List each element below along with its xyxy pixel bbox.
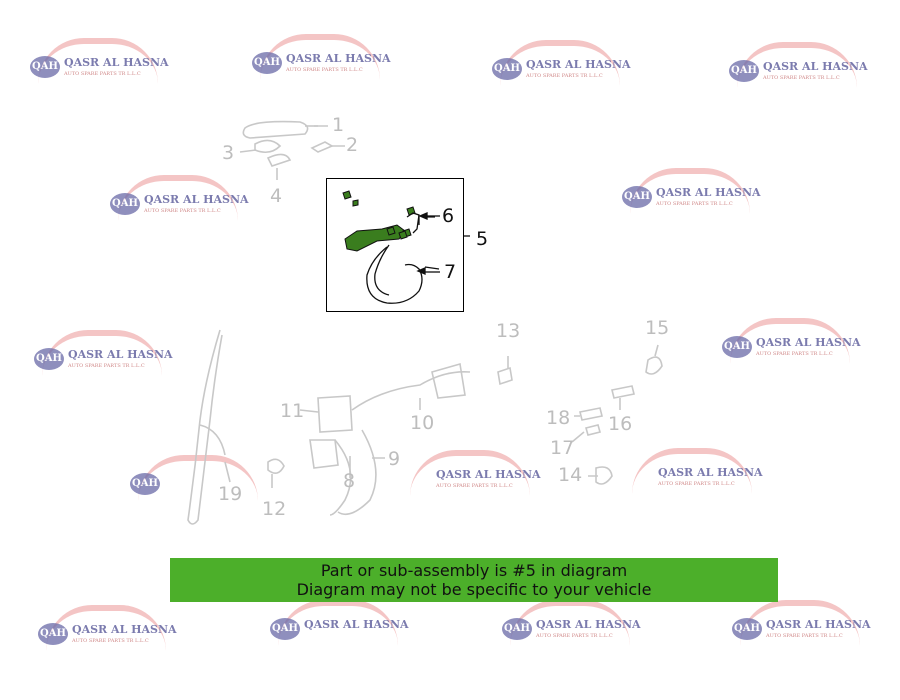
part-label-13: 13 [496,320,521,342]
handle-cap-part [310,141,334,153]
part-label-9: 9 [388,448,401,470]
banner-line-2: Diagram may not be specific to your vehi… [296,580,652,599]
door-lock-part [317,395,353,433]
clip-part [497,366,513,386]
door-handle-part [242,120,309,139]
bracket-part [267,458,285,474]
part-label-2: 2 [346,134,359,156]
part-label-17: 17 [550,437,575,459]
info-banner: Part or sub-assembly is #5 in diagram Di… [170,558,778,602]
part-label-14: 14 [558,464,583,486]
handle-pad-part [266,153,292,167]
callout-label-7: 7 [444,261,457,283]
part-label-19: 19 [218,483,243,505]
callout-label-5: 5 [476,228,489,250]
part-label-18: 18 [546,407,571,429]
clip-part [611,385,635,399]
part-label-12: 12 [262,498,287,520]
part-label-16: 16 [608,413,633,435]
part-label-3: 3 [222,142,235,164]
part-label-11: 11 [280,400,305,422]
clip-part [595,466,613,485]
weatherstrip-part [187,329,223,525]
cable-part [329,439,352,516]
banner-line-1: Part or sub-assembly is #5 in diagram [320,561,628,580]
latch-part [431,362,466,399]
assembly-callout-box [326,178,464,312]
part-label-8: 8 [343,470,356,492]
part-label-4: 4 [270,185,283,207]
handle-frame-part [254,139,282,154]
lock-cable-part [351,370,471,411]
part-label-10: 10 [410,412,435,434]
outside-handle-frame [344,224,406,252]
clip-part [645,356,663,375]
part-label-15: 15 [645,317,670,339]
highlighted-assembly [342,190,440,304]
part-label-1: 1 [332,114,345,136]
callout-label-6: 6 [442,205,455,227]
small-clip-part [342,190,352,200]
